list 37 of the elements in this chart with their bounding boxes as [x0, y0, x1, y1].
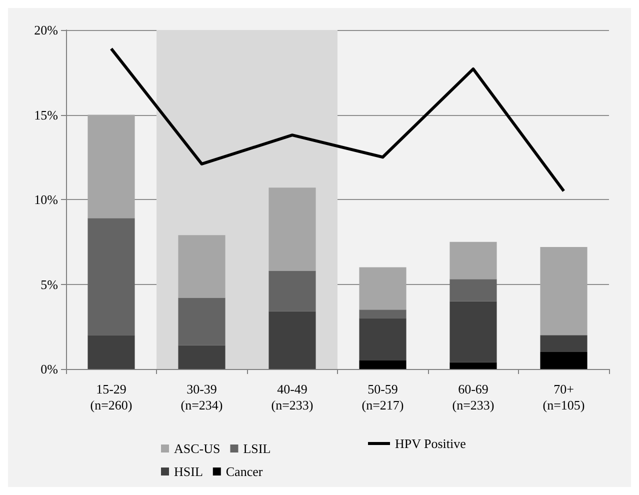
y-tick-label: 20%	[34, 22, 58, 38]
bar	[450, 362, 497, 369]
legend-label: HPV Positive	[395, 436, 466, 451]
y-tick-label: 5%	[40, 276, 58, 292]
x-tick-label: 15-29 (n=260)	[90, 382, 132, 412]
bar	[359, 267, 406, 310]
legend-label: LSIL	[243, 441, 271, 456]
bar	[178, 235, 226, 298]
bar	[359, 360, 406, 369]
bar	[88, 218, 135, 336]
bar	[88, 114, 135, 218]
bar	[268, 188, 316, 271]
bar	[178, 298, 226, 346]
y-tick-label: 10%	[34, 192, 58, 207]
bar	[359, 310, 406, 318]
bar	[268, 311, 316, 369]
bar	[268, 270, 316, 312]
bar	[540, 352, 588, 369]
bar	[450, 279, 497, 302]
line-series	[110, 47, 566, 193]
y-tick-label: 0%	[40, 362, 58, 376]
x-tick-label: 70+ (n=105)	[542, 382, 585, 412]
bar	[88, 335, 135, 369]
x-tick-label: 60-69 (n=233)	[452, 382, 494, 412]
x-tick-label: 30-39 (n=234)	[180, 382, 223, 412]
x-tick-label: 50-59 (n=217)	[362, 382, 404, 412]
legend-label: HSIL	[174, 464, 203, 479]
y-tick-label: 15%	[34, 107, 58, 122]
bar	[178, 345, 226, 369]
bar	[450, 242, 497, 280]
x-tick-label: 40-49 (n=233)	[271, 382, 314, 412]
bar	[359, 318, 406, 361]
bar	[540, 246, 588, 336]
legend-label: ASC-US	[174, 441, 220, 456]
legend-label: Cancer	[226, 464, 264, 479]
bar	[540, 335, 588, 352]
bar	[450, 301, 497, 362]
